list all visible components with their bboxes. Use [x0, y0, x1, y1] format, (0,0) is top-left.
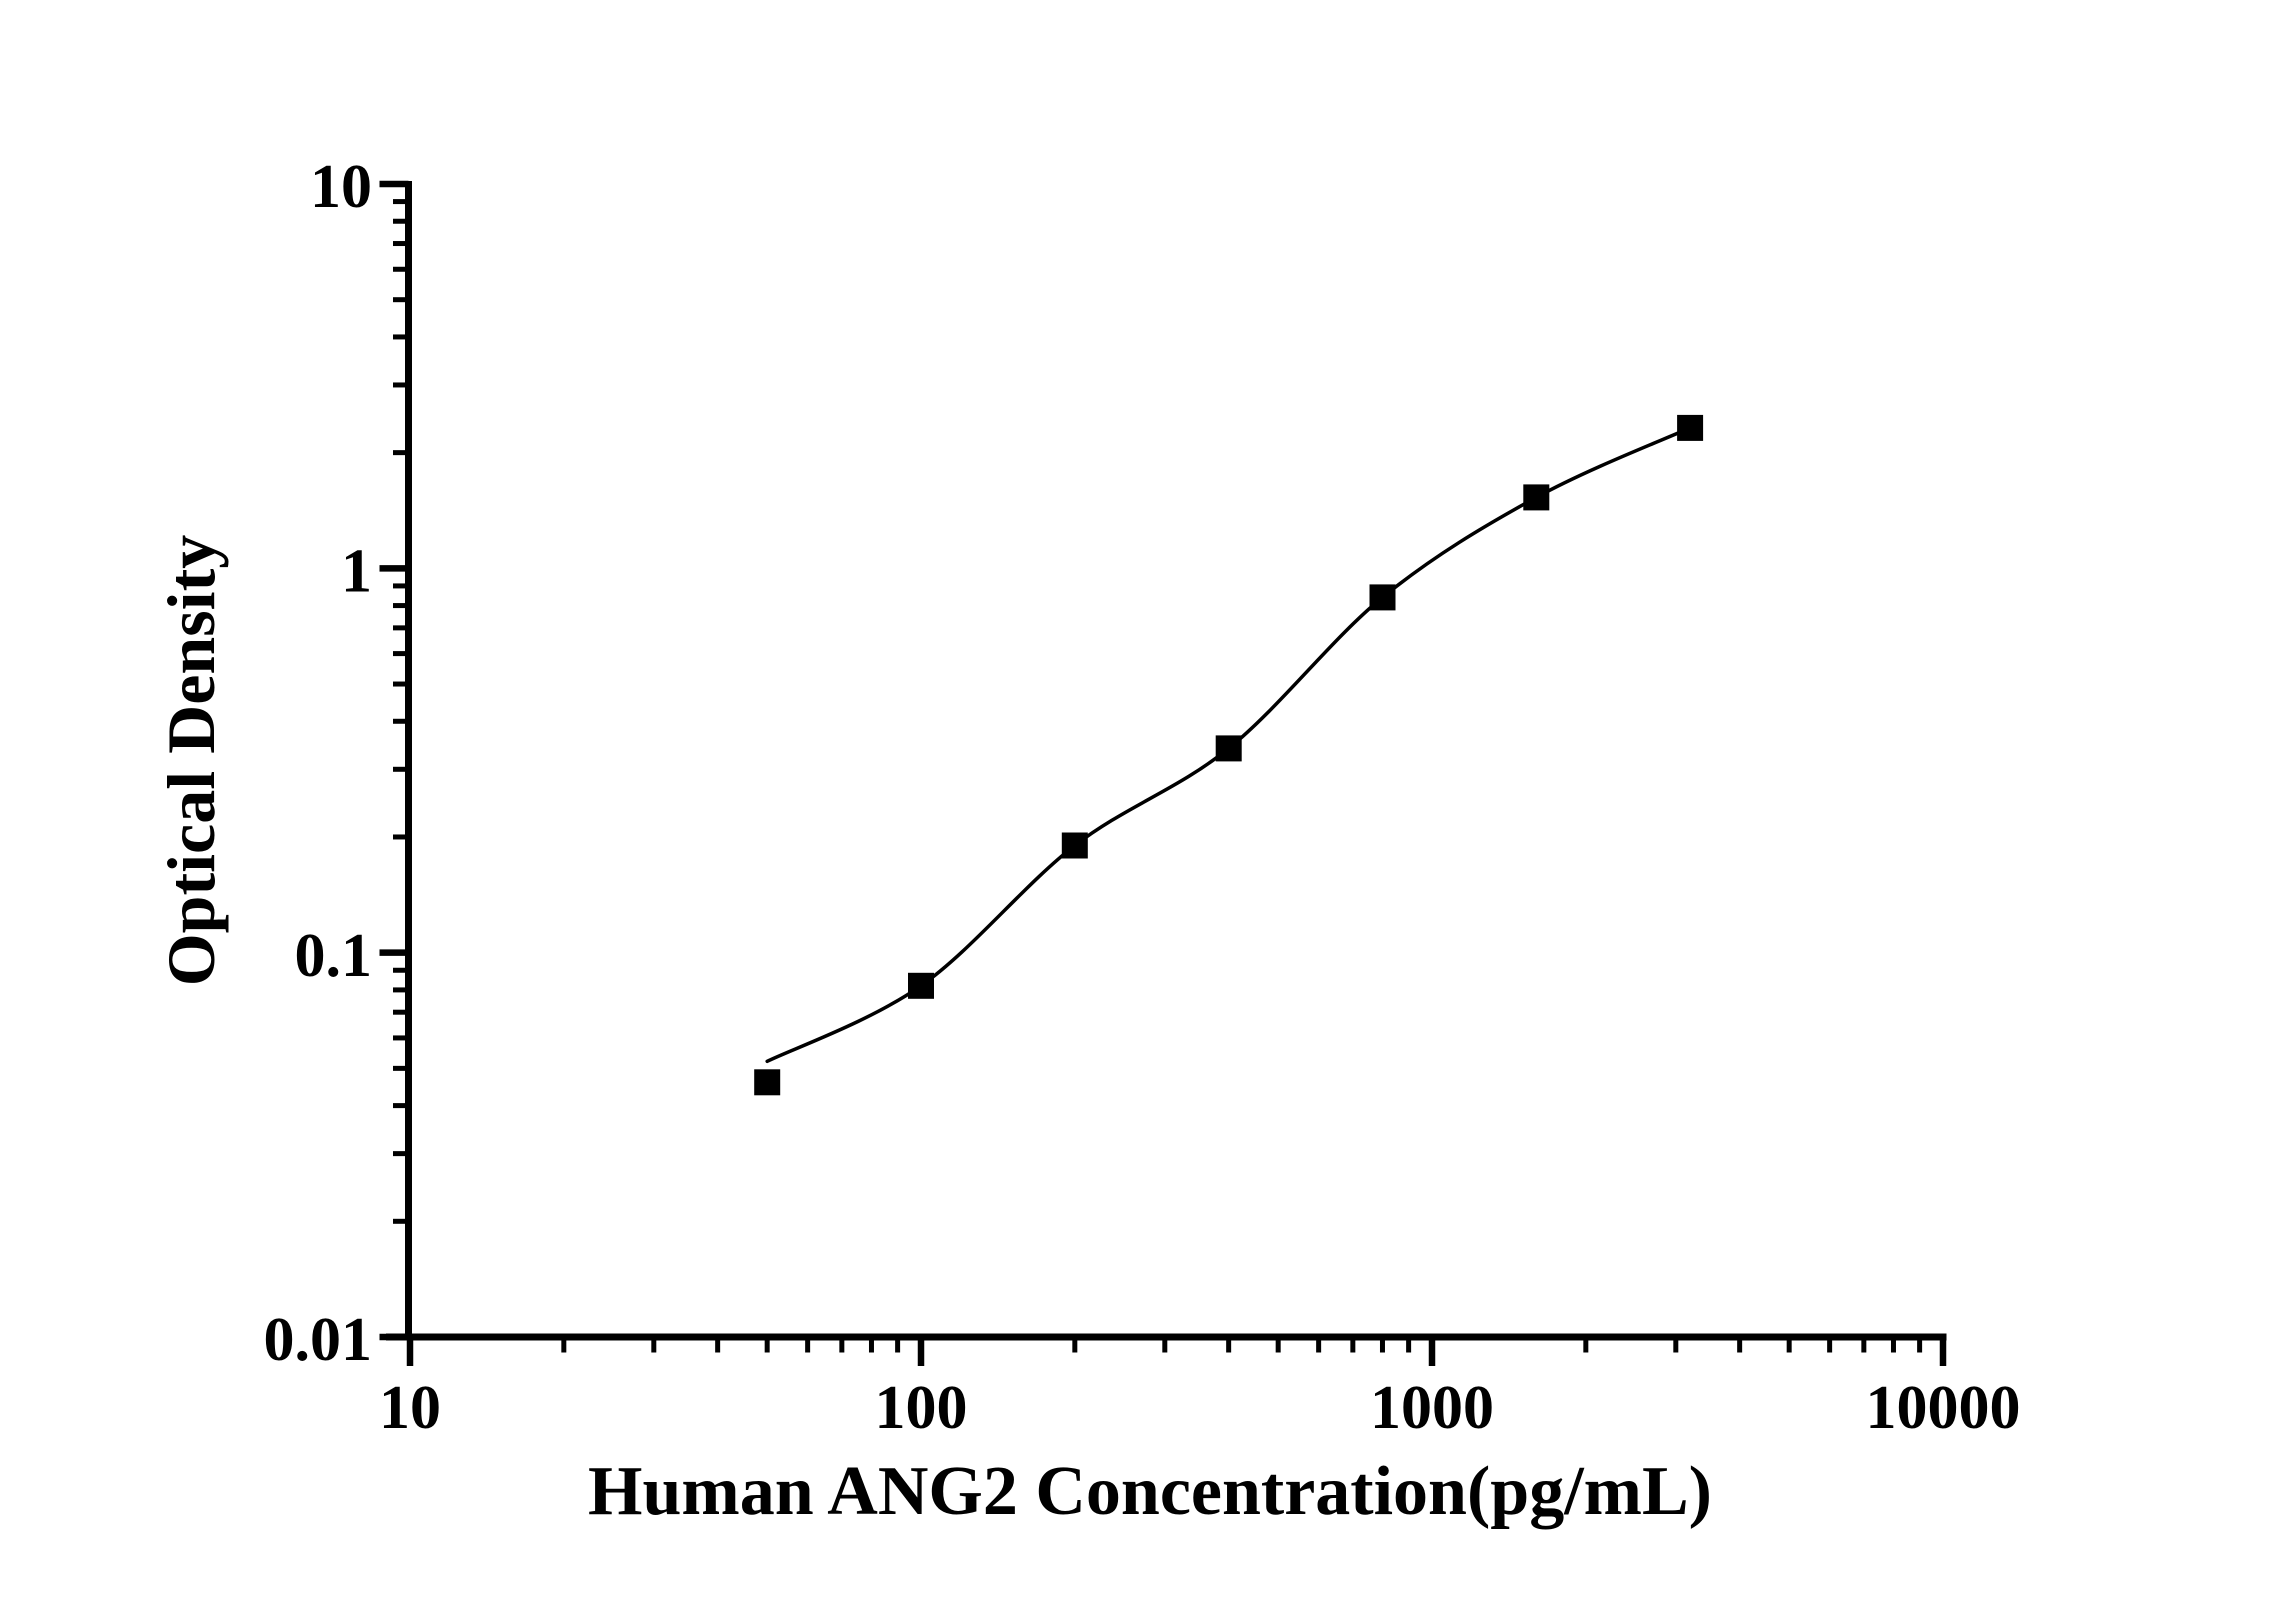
x-tick-label: 100: [875, 1374, 968, 1442]
data-point-marker: [754, 1069, 781, 1096]
y-axis-title: Optical Density: [153, 535, 229, 986]
x-axis-title: Human ANG2 Concentration(pg/mL): [588, 1453, 1712, 1530]
x-tick-label: 10000: [1866, 1374, 2021, 1442]
y-tick-label: 1: [341, 537, 372, 605]
y-tick-label: 0.1: [295, 922, 373, 990]
data-point-marker: [1523, 484, 1550, 511]
data-point-marker: [1215, 735, 1242, 762]
data-point-marker: [1677, 414, 1704, 441]
y-tick-label: 10: [310, 153, 372, 221]
data-point-marker: [1369, 584, 1396, 611]
data-point-marker: [1061, 832, 1088, 859]
x-tick-label: 1000: [1370, 1374, 1494, 1442]
x-tick-label: 10: [379, 1374, 441, 1442]
data-point-marker: [908, 972, 934, 999]
y-tick-label: 0.01: [264, 1306, 373, 1374]
